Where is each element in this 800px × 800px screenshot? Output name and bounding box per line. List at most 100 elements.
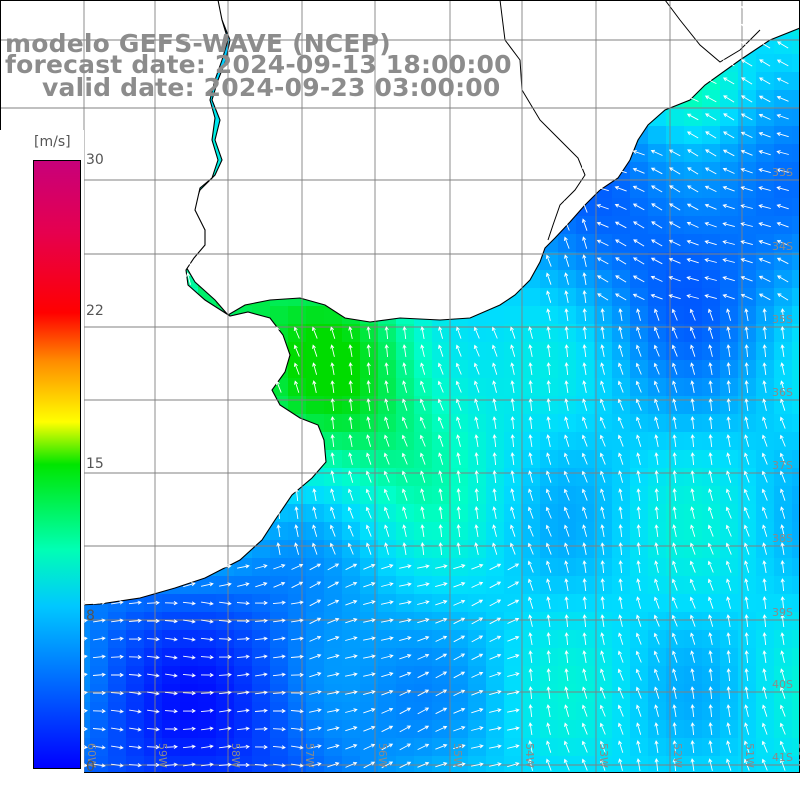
wind-arrow xyxy=(596,168,609,173)
wind-arrow xyxy=(545,272,552,285)
wind-cell xyxy=(792,54,800,73)
wind-arrow xyxy=(546,362,551,376)
wind-arrow xyxy=(200,708,214,713)
wind-cell xyxy=(792,162,800,181)
wind-arrow xyxy=(744,308,749,321)
wind-arrow xyxy=(708,344,713,357)
wind-cell xyxy=(792,216,800,235)
lat-label: 37S xyxy=(772,459,793,472)
wind-arrow xyxy=(762,650,767,663)
wind-arrow xyxy=(686,60,699,66)
wind-arrow xyxy=(345,618,358,624)
wind-cell xyxy=(792,540,800,559)
wind-arrow xyxy=(528,596,534,609)
wind-arrow xyxy=(564,632,569,646)
wind-arrow xyxy=(615,275,627,283)
wind-arrow xyxy=(582,632,587,645)
wind-arrow xyxy=(636,722,642,735)
wind-arrow xyxy=(237,762,250,768)
wind-arrow xyxy=(546,308,551,321)
wind-arrow xyxy=(546,650,551,664)
wind-arrow xyxy=(399,636,412,642)
wind-arrow xyxy=(654,488,659,502)
wind-arrow xyxy=(363,563,376,570)
wind-arrow xyxy=(582,398,588,411)
wind-arrow xyxy=(236,654,250,659)
wind-arrow xyxy=(290,672,304,677)
wind-arrow xyxy=(618,524,623,538)
wind-arrow xyxy=(708,452,713,465)
wind-arrow xyxy=(582,380,587,393)
wind-arrow xyxy=(546,344,551,358)
wind-arrow xyxy=(689,542,696,555)
wind-arrow xyxy=(183,655,196,660)
wind-arrow xyxy=(653,326,660,339)
wind-arrow xyxy=(672,398,677,411)
wind-arrow xyxy=(704,294,717,300)
wind-cell xyxy=(792,108,800,127)
wind-arrow xyxy=(672,452,677,466)
wind-arrow xyxy=(471,708,484,714)
wind-arrow xyxy=(471,581,484,588)
wind-arrow xyxy=(564,560,569,573)
wind-cell xyxy=(792,198,800,217)
wind-arrow xyxy=(291,563,304,570)
wind-arrow xyxy=(635,668,642,681)
wind-arrow xyxy=(147,673,160,678)
wind-arrow xyxy=(489,635,502,643)
wind-arrow xyxy=(381,672,394,678)
wind-arrow xyxy=(600,344,605,357)
wind-arrow xyxy=(92,600,106,605)
wind-arrow xyxy=(600,758,606,771)
wind-arrow xyxy=(455,326,462,339)
wind-arrow xyxy=(776,41,789,49)
wind-arrow xyxy=(507,563,520,571)
wind-arrow xyxy=(527,506,534,519)
wind-arrow xyxy=(309,617,322,625)
wind-arrow xyxy=(687,167,699,175)
wind-arrow xyxy=(776,132,789,138)
wind-arrow xyxy=(618,308,623,321)
wind-arrow xyxy=(689,614,696,627)
wind-arrow xyxy=(546,380,551,394)
wind-arrow xyxy=(672,542,678,555)
wind-arrow xyxy=(740,240,753,246)
wind-arrow xyxy=(704,41,717,48)
wind-arrow xyxy=(363,725,376,732)
colorbar-unit: [m/s] xyxy=(34,134,71,150)
wind-arrow xyxy=(528,398,533,412)
wind-arrow xyxy=(599,398,606,411)
wind-arrow xyxy=(744,416,749,429)
wind-arrow xyxy=(528,614,533,627)
wind-arrow xyxy=(327,672,340,677)
wind-arrow xyxy=(527,542,534,555)
wind-arrow xyxy=(726,398,731,412)
wind-arrow xyxy=(546,578,552,591)
wind-arrow xyxy=(330,416,335,430)
wind-arrow xyxy=(384,542,389,555)
wind-arrow xyxy=(776,150,789,155)
title-line-3: valid date: 2024-09-23 03:00:00 xyxy=(42,73,501,102)
wind-arrow xyxy=(510,362,515,375)
wind-arrow xyxy=(690,344,696,357)
wind-arrow xyxy=(327,654,340,660)
wind-arrow xyxy=(456,416,462,429)
wind-arrow xyxy=(671,596,678,609)
wind-arrow xyxy=(383,452,390,465)
wind-arrow xyxy=(654,578,660,591)
wind-arrow xyxy=(312,488,317,501)
wind-arrow xyxy=(186,290,191,303)
wind-cell xyxy=(792,306,800,325)
wind-arrow xyxy=(599,740,606,753)
wind-arrow xyxy=(528,416,533,430)
wind-arrow xyxy=(528,722,533,735)
wind-arrow xyxy=(272,745,286,750)
wind-arrow xyxy=(399,725,412,733)
wind-arrow xyxy=(402,524,407,537)
lat-label: 40S xyxy=(772,678,793,691)
wind-arrow xyxy=(651,203,663,211)
wind-arrow xyxy=(291,618,304,623)
wind-arrow xyxy=(762,560,767,573)
wind-arrow xyxy=(582,578,587,592)
wind-arrow xyxy=(671,362,678,375)
